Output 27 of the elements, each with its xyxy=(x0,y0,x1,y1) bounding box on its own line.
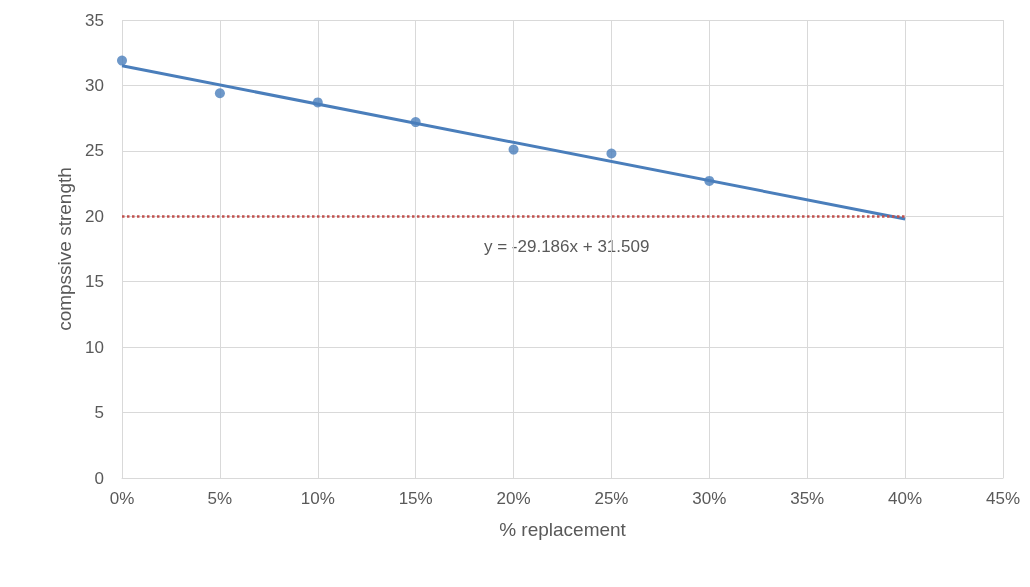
x-tick-label: 45% xyxy=(985,489,1021,508)
y-tick-label: 20 xyxy=(85,206,104,226)
y-tick-label: 5 xyxy=(94,403,104,423)
y-tick-label: 25 xyxy=(85,141,104,161)
x-tick-label: 30% xyxy=(692,489,727,508)
x-axis-title: % replacement xyxy=(499,519,627,540)
point xyxy=(508,144,519,155)
y-tick-label: 35 xyxy=(85,10,104,30)
point xyxy=(606,148,617,159)
y-tick-label: 30 xyxy=(85,75,104,95)
x-tick-label: 40% xyxy=(888,489,923,508)
y-tick-label: 15 xyxy=(85,272,104,292)
point xyxy=(312,97,323,108)
x-tick-label: 35% xyxy=(790,489,825,508)
x-tick-label: 20% xyxy=(496,489,531,508)
x-tick-label: 25% xyxy=(594,489,629,508)
y-axis-title: compssive strength xyxy=(54,167,75,331)
point xyxy=(410,117,421,128)
x-tick-label: 5% xyxy=(207,489,233,508)
y-tick-label: 10 xyxy=(85,337,104,357)
point xyxy=(117,55,127,66)
x-tick-label: 15% xyxy=(398,489,433,508)
point xyxy=(704,175,715,186)
x-tick-label: 0% xyxy=(109,489,135,508)
point xyxy=(214,88,225,99)
y-tick-label: 0 xyxy=(94,468,104,488)
x-tick-label: 10% xyxy=(300,489,335,508)
